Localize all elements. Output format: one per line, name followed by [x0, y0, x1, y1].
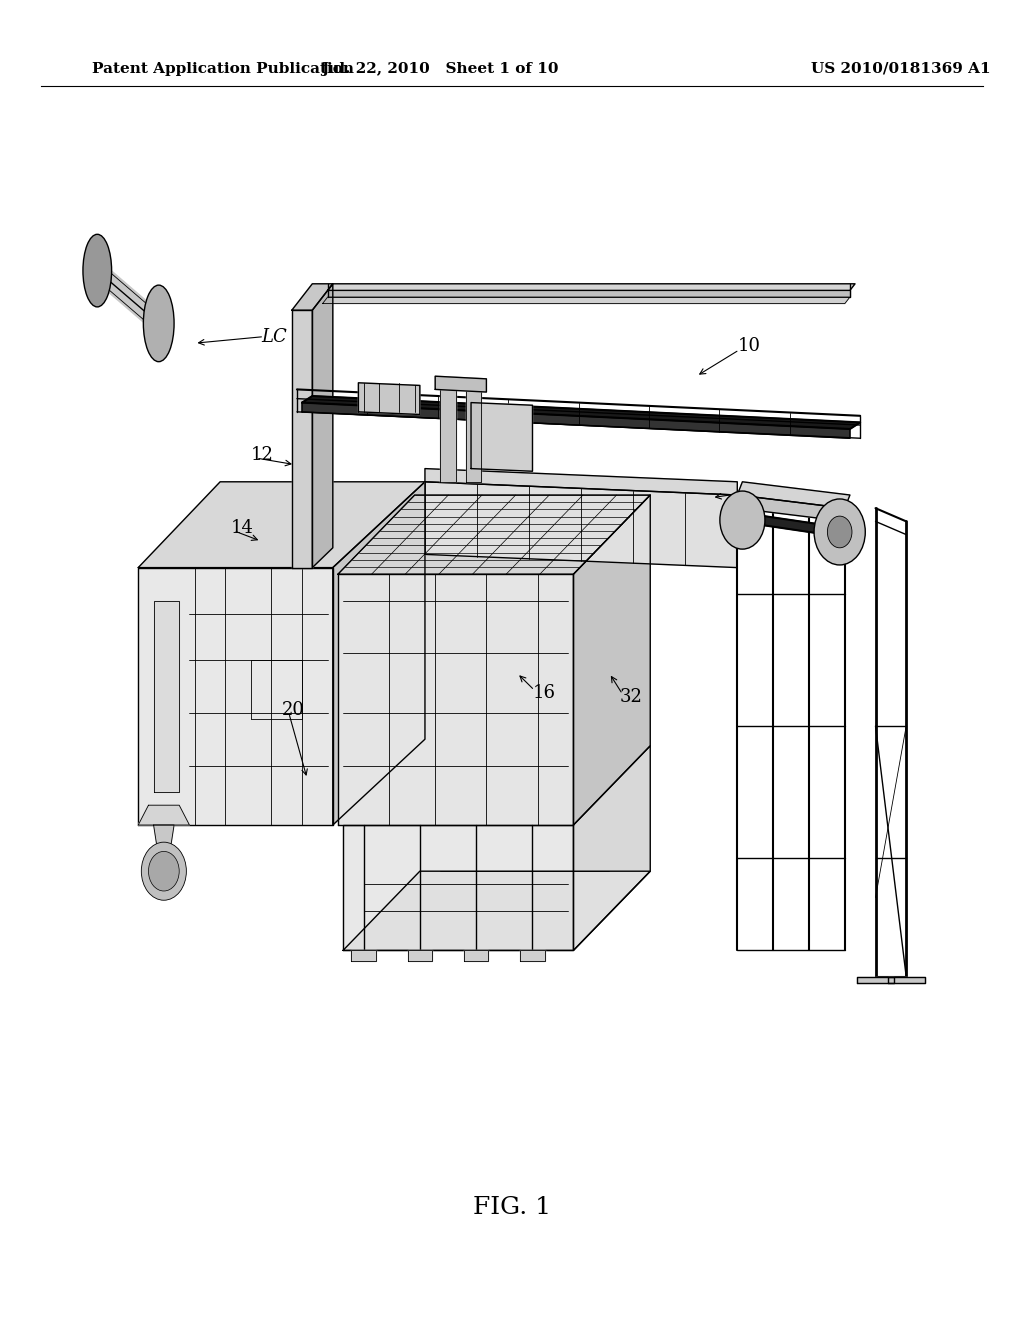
Text: Jul. 22, 2010   Sheet 1 of 10: Jul. 22, 2010 Sheet 1 of 10 [322, 62, 559, 75]
Polygon shape [408, 950, 432, 961]
Polygon shape [312, 284, 333, 568]
Polygon shape [328, 290, 850, 297]
Polygon shape [464, 950, 488, 961]
Ellipse shape [83, 235, 112, 306]
Polygon shape [471, 403, 532, 471]
Polygon shape [302, 403, 850, 438]
Polygon shape [435, 376, 486, 392]
Polygon shape [466, 383, 481, 482]
Polygon shape [520, 950, 545, 961]
Polygon shape [857, 977, 894, 983]
Polygon shape [888, 977, 925, 983]
Ellipse shape [143, 285, 174, 362]
Polygon shape [323, 297, 850, 304]
Polygon shape [292, 284, 333, 310]
Polygon shape [343, 825, 573, 950]
Polygon shape [573, 495, 650, 825]
Text: FIG. 1: FIG. 1 [473, 1196, 551, 1220]
Polygon shape [333, 482, 425, 825]
Text: 32: 32 [620, 688, 642, 706]
Circle shape [141, 842, 186, 900]
Polygon shape [737, 512, 845, 537]
Circle shape [814, 499, 865, 565]
Text: 18: 18 [737, 483, 760, 502]
Text: 20: 20 [282, 701, 304, 719]
Polygon shape [302, 396, 860, 429]
Polygon shape [425, 482, 737, 568]
Polygon shape [328, 284, 855, 290]
Polygon shape [440, 383, 456, 482]
Text: 14: 14 [230, 519, 253, 537]
Polygon shape [573, 746, 650, 950]
Text: Patent Application Publication: Patent Application Publication [92, 62, 354, 75]
Polygon shape [358, 383, 420, 414]
Polygon shape [338, 574, 573, 825]
Circle shape [148, 851, 179, 891]
Polygon shape [343, 871, 650, 950]
Polygon shape [138, 568, 333, 825]
Text: US 2010/0181369 A1: US 2010/0181369 A1 [811, 62, 991, 75]
Circle shape [720, 491, 765, 549]
Polygon shape [351, 950, 376, 961]
Text: 12: 12 [251, 446, 273, 465]
Polygon shape [737, 482, 850, 508]
Polygon shape [338, 495, 650, 574]
Circle shape [827, 516, 852, 548]
Polygon shape [138, 805, 189, 825]
Polygon shape [292, 310, 312, 568]
Polygon shape [737, 495, 845, 521]
Text: LC: LC [261, 327, 287, 346]
Polygon shape [154, 601, 179, 792]
Polygon shape [425, 469, 737, 495]
Text: 16: 16 [532, 684, 555, 702]
Polygon shape [138, 482, 425, 568]
Text: 10: 10 [737, 337, 760, 355]
Polygon shape [154, 825, 174, 858]
